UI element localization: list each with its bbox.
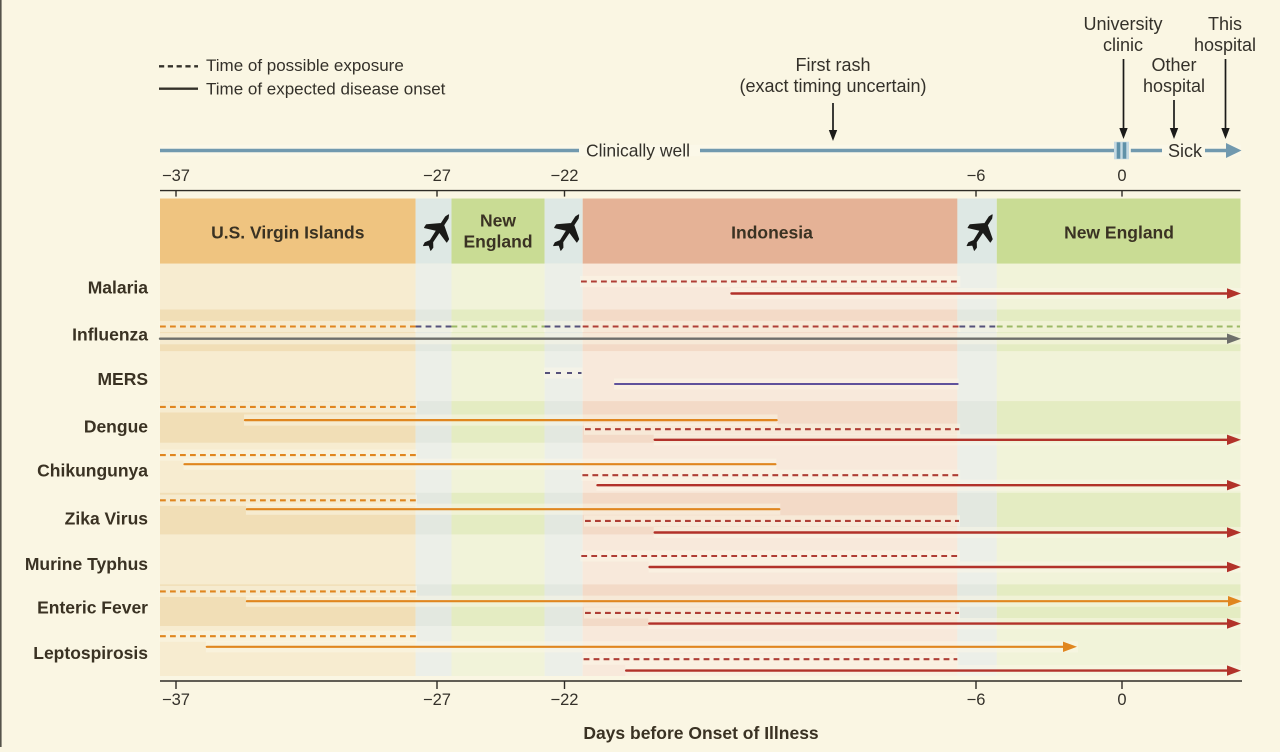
svg-text:Leptospirosis: Leptospirosis (33, 643, 148, 663)
svg-text:Days before Onset of Illness: Days before Onset of Illness (583, 723, 819, 743)
svg-text:U.S. Virgin Islands: U.S. Virgin Islands (211, 223, 365, 243)
svg-text:0: 0 (1117, 167, 1126, 185)
svg-text:Time of possible exposure: Time of possible exposure (206, 56, 404, 75)
svg-text:−37: −37 (162, 691, 190, 709)
svg-text:Zika Virus: Zika Virus (65, 509, 149, 529)
svg-text:Malaria: Malaria (88, 278, 149, 298)
svg-text:−22: −22 (551, 691, 579, 709)
svg-text:Enteric Fever: Enteric Fever (37, 598, 148, 618)
svg-text:(exact timing uncertain): (exact timing uncertain) (739, 76, 926, 96)
svg-text:Sick: Sick (1168, 141, 1203, 161)
svg-text:New: New (480, 211, 516, 231)
svg-text:Indonesia: Indonesia (731, 223, 813, 243)
svg-text:−27: −27 (423, 691, 451, 709)
svg-text:Time of expected disease onset: Time of expected disease onset (206, 80, 446, 99)
svg-text:New England: New England (1064, 223, 1174, 243)
svg-text:Influenza: Influenza (72, 325, 148, 345)
svg-text:This: This (1208, 14, 1242, 34)
svg-text:−22: −22 (551, 167, 579, 185)
svg-text:MERS: MERS (97, 369, 148, 389)
svg-text:clinic: clinic (1103, 35, 1143, 55)
svg-text:Clinically well: Clinically well (586, 141, 690, 161)
svg-text:−37: −37 (162, 167, 190, 185)
svg-text:hospital: hospital (1194, 35, 1256, 55)
svg-text:Chikungunya: Chikungunya (37, 461, 148, 481)
svg-text:England: England (463, 232, 532, 252)
svg-text:Other: Other (1151, 55, 1196, 75)
svg-text:hospital: hospital (1143, 76, 1205, 96)
svg-text:−27: −27 (423, 167, 451, 185)
svg-text:−6: −6 (967, 691, 986, 709)
svg-text:−6: −6 (967, 167, 986, 185)
svg-text:First rash: First rash (795, 55, 870, 75)
svg-text:0: 0 (1117, 691, 1126, 709)
svg-text:Murine Typhus: Murine Typhus (25, 554, 148, 574)
svg-text:University: University (1083, 14, 1162, 34)
svg-text:Dengue: Dengue (84, 417, 148, 437)
